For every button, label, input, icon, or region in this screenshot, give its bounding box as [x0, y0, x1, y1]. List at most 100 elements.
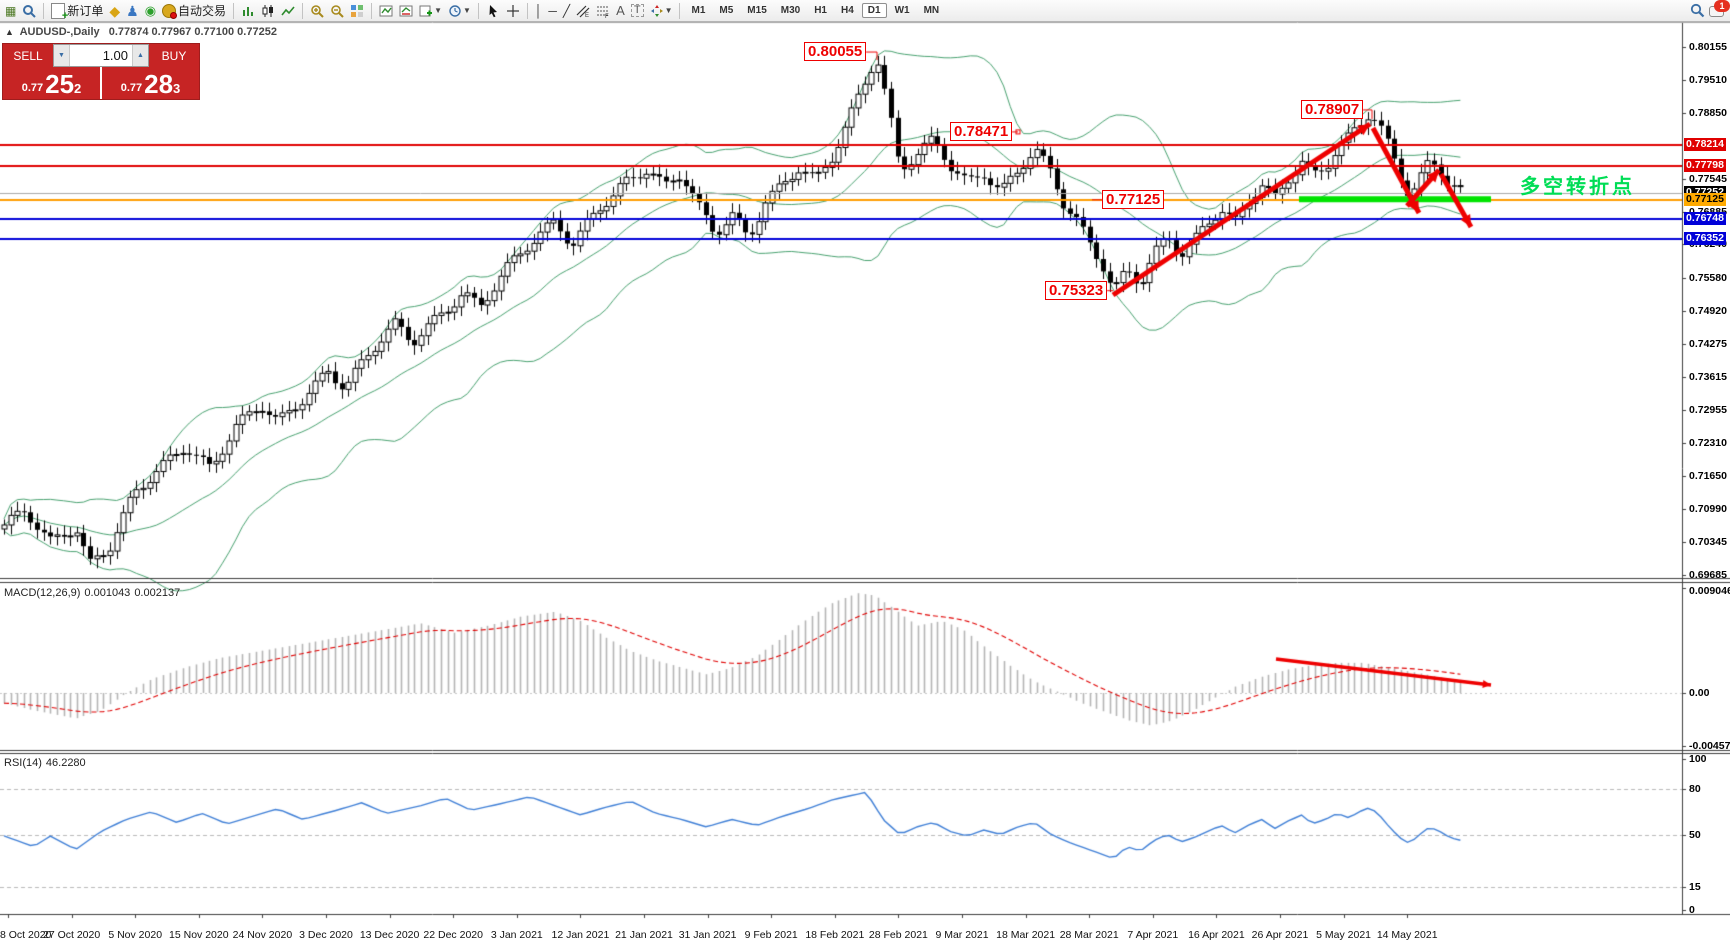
toolbar: ▦ + 新订单 ◆ ♟ ◉ 自动交易 [0, 0, 1730, 22]
new-order-button[interactable]: + 新订单 [48, 1, 106, 22]
x-axis-label: 18 Mar 2021 [996, 929, 1056, 941]
tile-windows-icon[interactable] [347, 1, 367, 21]
arrange-windows-icon[interactable] [396, 1, 416, 21]
buy-price-whole: 0.77 [120, 82, 143, 94]
x-axis-label: 5 Nov 2020 [108, 929, 163, 941]
timeframe-w1-button[interactable]: W1 [894, 5, 910, 16]
market-watch-icon[interactable] [19, 1, 39, 21]
trendline-icon[interactable]: ╱ [562, 3, 571, 18]
text-icon[interactable]: A [616, 3, 625, 18]
chevron-down-icon: ▼ [664, 6, 673, 15]
buy-price-point: 3 [173, 81, 181, 96]
y-axis-label: 0.70990 [1689, 503, 1727, 515]
symbol-collapse-icon[interactable]: ▲ [5, 27, 14, 37]
buy-price-pips: 28 [144, 69, 174, 99]
x-axis-label: 3 Jan 2021 [490, 929, 543, 941]
price-badge: 0.76352 [1684, 232, 1726, 245]
x-axis-label: 8 Oct 2020 [0, 929, 52, 941]
sell-price[interactable]: 0.77 25 2 [3, 67, 102, 99]
x-axis-label: 5 May 2021 [1316, 929, 1372, 941]
x-axis-label: 28 Feb 2021 [868, 929, 928, 941]
rsi-scale-label: 50 [1689, 829, 1701, 841]
y-axis-label: 0.80155 [1689, 41, 1727, 53]
x-axis-label: 14 May 2021 [1376, 929, 1438, 941]
timeframe-m5-button[interactable]: M5 [719, 5, 734, 16]
price-badge: 0.76748 [1684, 212, 1726, 225]
macd-scale-label: 0.009046 [1689, 585, 1730, 597]
macd-main-value: 0.001043 [84, 587, 131, 599]
volume-increase-button[interactable]: ▲ [132, 45, 148, 66]
signals-icon[interactable]: ◉ [144, 3, 157, 18]
turning-point-annotation: 多空转折点 [1520, 176, 1635, 198]
x-axis-label: 26 Apr 2021 [1251, 929, 1309, 941]
crosshair-icon[interactable] [503, 1, 523, 21]
cursor-icon[interactable] [483, 1, 503, 21]
period-clock-icon[interactable]: ▼ [445, 1, 474, 21]
sell-button[interactable]: SELL [13, 48, 43, 63]
bars-chart-icon[interactable] [238, 1, 258, 21]
rsi-value: 46.2280 [45, 757, 86, 769]
horizontal-line-icon[interactable]: ─ [548, 3, 557, 18]
profiles-icon[interactable]: ♟ [126, 2, 139, 19]
price-callout: 0.78907 [1301, 100, 1364, 119]
arrange-auto-icon[interactable] [376, 1, 396, 21]
timeframe-m30-button[interactable]: M30 [780, 5, 801, 16]
zoom-in-icon[interactable] [307, 1, 327, 21]
candlestick-chart-icon[interactable] [258, 1, 278, 21]
x-axis-label: 31 Jan 2021 [678, 929, 737, 941]
y-axis-label: 0.70345 [1689, 536, 1727, 548]
zoom-out-icon[interactable] [327, 1, 347, 21]
separator [371, 2, 373, 19]
x-axis-label: 3 Dec 2020 [299, 929, 353, 941]
add-indicator-icon[interactable]: ▼ [416, 1, 445, 21]
y-axis-label: 0.72310 [1689, 437, 1727, 449]
chart-window-icon[interactable]: ▦ [5, 3, 17, 18]
auto-trading-icon [162, 3, 178, 19]
search-icon[interactable] [1687, 1, 1708, 21]
arrows-icon[interactable]: ▼ [647, 1, 676, 21]
svg-text:E: E [585, 13, 589, 18]
price-badge: 0.78214 [1684, 138, 1726, 151]
separator [233, 2, 235, 19]
auto-trading-button[interactable]: 自动交易 [159, 1, 229, 21]
volume-input[interactable]: 1.00 [102, 48, 128, 63]
timeframe-h4-button[interactable]: H4 [841, 5, 854, 16]
timeframe-h1-button[interactable]: H1 [814, 5, 827, 16]
label-icon[interactable]: T [628, 1, 647, 21]
sell-price-pips: 25 [45, 69, 75, 99]
line-chart-icon[interactable] [278, 1, 298, 21]
buy-button[interactable]: BUY [161, 48, 187, 63]
separator [526, 2, 528, 19]
y-axis-label: 0.75580 [1689, 272, 1727, 284]
sell-price-point: 2 [74, 81, 82, 96]
x-axis-label: 16 Apr 2021 [1188, 929, 1245, 941]
chevron-down-icon: ▼ [462, 6, 471, 15]
price-callout: 0.77125 [1102, 190, 1165, 209]
separator [43, 2, 45, 19]
fibonacci-icon[interactable]: F [593, 1, 613, 21]
buy-price[interactable]: 0.77 28 3 [102, 67, 199, 99]
price-callout: 0.78471 [950, 122, 1013, 141]
notifications-icon[interactable]: 1 [1708, 0, 1730, 20]
separator [477, 2, 479, 19]
x-axis-label: 24 Nov 2020 [232, 929, 293, 941]
price-badge: 0.77798 [1684, 159, 1726, 172]
y-axis-label: 0.72955 [1689, 404, 1727, 416]
macd-scale-label: 0.00 [1689, 687, 1710, 699]
timeframe-mn-button[interactable]: MN [923, 5, 940, 16]
timeframe-m1-button[interactable]: M1 [691, 5, 706, 16]
timeframe-m15-button[interactable]: M15 [747, 5, 767, 16]
history-center-icon[interactable]: ◆ [109, 2, 121, 19]
timeframe-d1-button[interactable]: D1 [861, 3, 887, 18]
volume-decrease-button[interactable]: ▼ [54, 45, 70, 66]
macd-scale-label: -0.004574 [1689, 740, 1730, 752]
x-axis-label: 21 Jan 2021 [615, 929, 673, 941]
x-axis-label: 9 Feb 2021 [744, 929, 798, 941]
channel-icon[interactable]: E [573, 1, 593, 21]
price-callout: 0.75323 [1045, 281, 1108, 300]
x-axis-label: 22 Dec 2020 [423, 929, 483, 941]
symbol-quote-line: ▲ AUDUSD-,Daily 0.77874 0.77967 0.77100 … [5, 26, 277, 38]
vertical-line-icon[interactable]: │ [534, 3, 543, 18]
